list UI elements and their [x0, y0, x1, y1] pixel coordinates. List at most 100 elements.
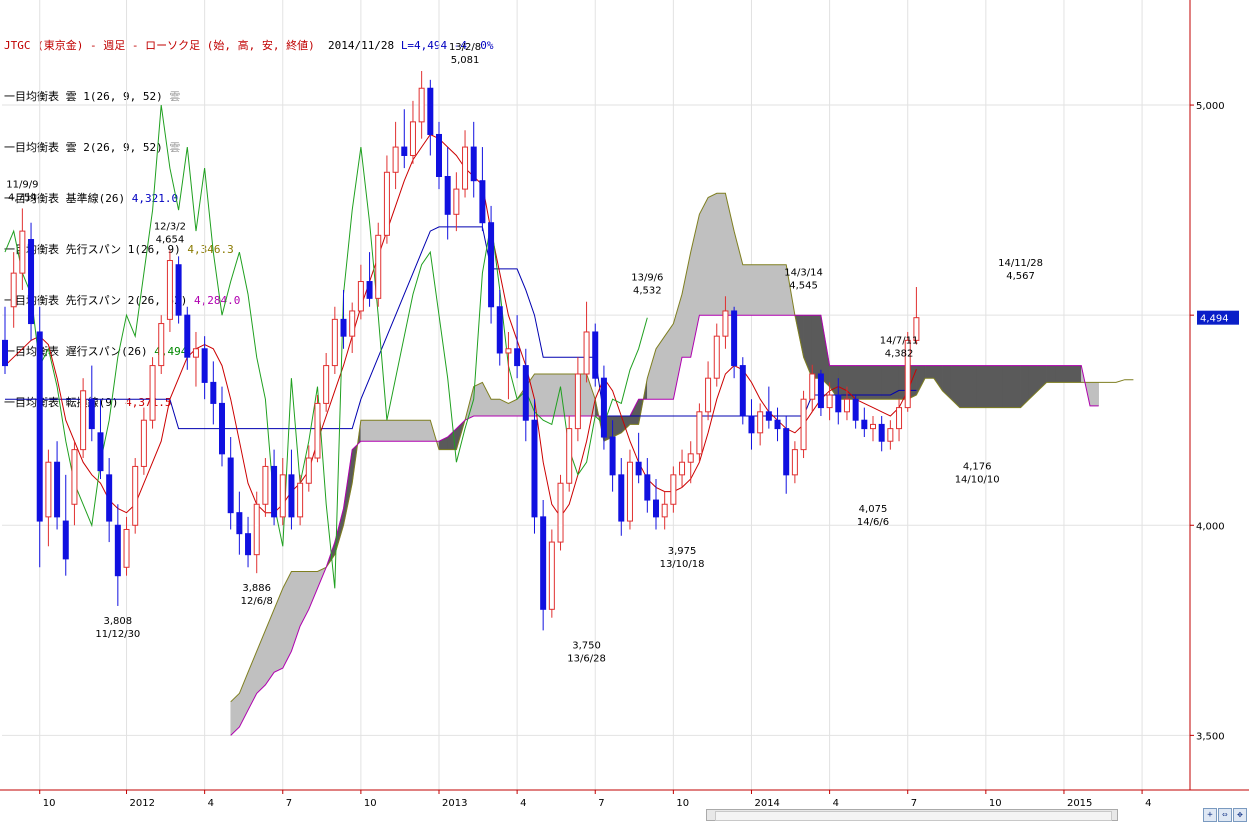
- x-tick-label: 7: [598, 798, 604, 809]
- annotation-date: 14/7/11: [880, 336, 919, 347]
- annotation-price: 3,750: [572, 640, 601, 651]
- cloud-segment: [942, 365, 952, 400]
- candle-body: [28, 239, 35, 325]
- candle-body: [54, 461, 61, 518]
- annotation-price: 4,075: [859, 504, 888, 515]
- x-tick-label: 4: [1145, 798, 1151, 809]
- annotation-price: 3,975: [668, 546, 697, 557]
- annotation-date: 14/11/28: [998, 258, 1043, 269]
- candle-body: [913, 317, 920, 341]
- candle-body: [271, 465, 278, 518]
- y-tick-label: 5,000: [1196, 101, 1225, 112]
- cloud-segment: [1011, 365, 1021, 408]
- candle-body: [331, 318, 338, 367]
- candle-body: [722, 310, 729, 337]
- cloud-segment: [1046, 365, 1056, 383]
- zoom-in-icon[interactable]: +: [1203, 808, 1217, 822]
- candle-body: [644, 474, 651, 501]
- senkou-span-b-line: [230, 314, 1099, 736]
- candle-body: [609, 436, 616, 476]
- cloud-segment: [482, 382, 492, 417]
- cloud-segment: [742, 264, 752, 316]
- candle-body: [123, 528, 130, 568]
- candle-body: [305, 457, 312, 484]
- candle-body: [2, 339, 8, 367]
- candle-body: [366, 281, 373, 299]
- candle-body: [488, 222, 495, 308]
- candle-body: [192, 348, 199, 358]
- candle-body: [45, 461, 52, 518]
- chikou-line: [4, 105, 648, 589]
- candle-body: [357, 281, 364, 312]
- legend-value: 4,321.0: [131, 192, 179, 205]
- candle-body: [713, 335, 720, 379]
- candle-body: [870, 423, 876, 430]
- candle-body: [731, 310, 738, 367]
- legend-value: 4,346.3: [187, 243, 234, 256]
- candle-body: [592, 331, 599, 379]
- senkou-span-a-line: [230, 192, 1134, 703]
- candle-body: [522, 365, 529, 421]
- candle-body: [896, 407, 903, 430]
- annotation-price: 4,176: [963, 461, 992, 472]
- cloud-segment: [751, 264, 761, 316]
- candle-body: [705, 377, 712, 413]
- annotation-price: 4,567: [1006, 271, 1035, 282]
- candle-body: [392, 146, 399, 173]
- x-tick-label: 2012: [130, 798, 155, 809]
- candle-body: [505, 348, 512, 354]
- horizontal-scrollbar[interactable]: [706, 809, 1118, 821]
- annotation-date: 12/6/8: [241, 596, 273, 607]
- candle-body: [800, 398, 807, 451]
- candle-body: [158, 323, 165, 367]
- legend-item-span2: 一目均衡表 先行スパン 2(26, 52) 4,284.0: [4, 292, 494, 309]
- candle-body: [253, 503, 260, 556]
- legend-item-span1: 一目均衡表 先行スパン 1(26, 9) 4,346.3: [4, 241, 494, 258]
- candle-body: [340, 318, 347, 337]
- annotation-date: 14/6/6: [857, 517, 889, 528]
- cloud-segment: [369, 419, 379, 442]
- cloud-segment: [404, 419, 414, 442]
- cloud-segment: [490, 398, 501, 417]
- candle-body: [462, 146, 469, 190]
- candle-body: [375, 234, 382, 299]
- candle-body: [288, 474, 295, 518]
- cloud-segment: [976, 365, 987, 408]
- candle-body: [531, 419, 538, 518]
- candle-body: [774, 419, 781, 430]
- candle-body: [626, 461, 633, 522]
- candle-body: [409, 121, 416, 156]
- candle-body: [809, 373, 816, 400]
- candle-body: [436, 133, 442, 177]
- candle-body: [696, 411, 703, 455]
- candle-body: [219, 402, 225, 455]
- annotation-price: 5,081: [451, 55, 480, 66]
- zoom-out-icon[interactable]: ⇔: [1218, 808, 1232, 822]
- annotation-price: 4,532: [633, 286, 662, 297]
- fit-icon[interactable]: ✥: [1233, 808, 1247, 822]
- cloud-segment: [629, 399, 639, 425]
- x-tick-label: 2014: [754, 798, 779, 809]
- cloud-segment: [412, 419, 422, 442]
- candle-body: [757, 411, 764, 434]
- x-tick-label: 10: [989, 798, 1002, 809]
- annotation-price: 3,886: [242, 583, 271, 594]
- tenkan-line: [4, 133, 917, 518]
- candle-body: [166, 260, 173, 320]
- header-change: -4: [453, 39, 468, 52]
- candle-body: [670, 474, 677, 505]
- x-tick-label: 7: [911, 798, 917, 809]
- cloud-segment: [377, 419, 388, 442]
- cloud-segment: [994, 365, 1004, 408]
- candle-body: [88, 398, 95, 430]
- header-last: L=4,494: [400, 39, 448, 52]
- cloud-segment: [950, 365, 961, 409]
- candle-body: [843, 398, 850, 413]
- cloud-segment: [360, 419, 370, 442]
- scrollbar-thumb[interactable]: [715, 811, 1112, 821]
- cloud-segment: [681, 252, 691, 358]
- cloud-segment: [1089, 382, 1099, 407]
- x-tick-label: 4: [208, 798, 214, 809]
- candle-body: [71, 449, 78, 505]
- candle-body: [97, 432, 104, 472]
